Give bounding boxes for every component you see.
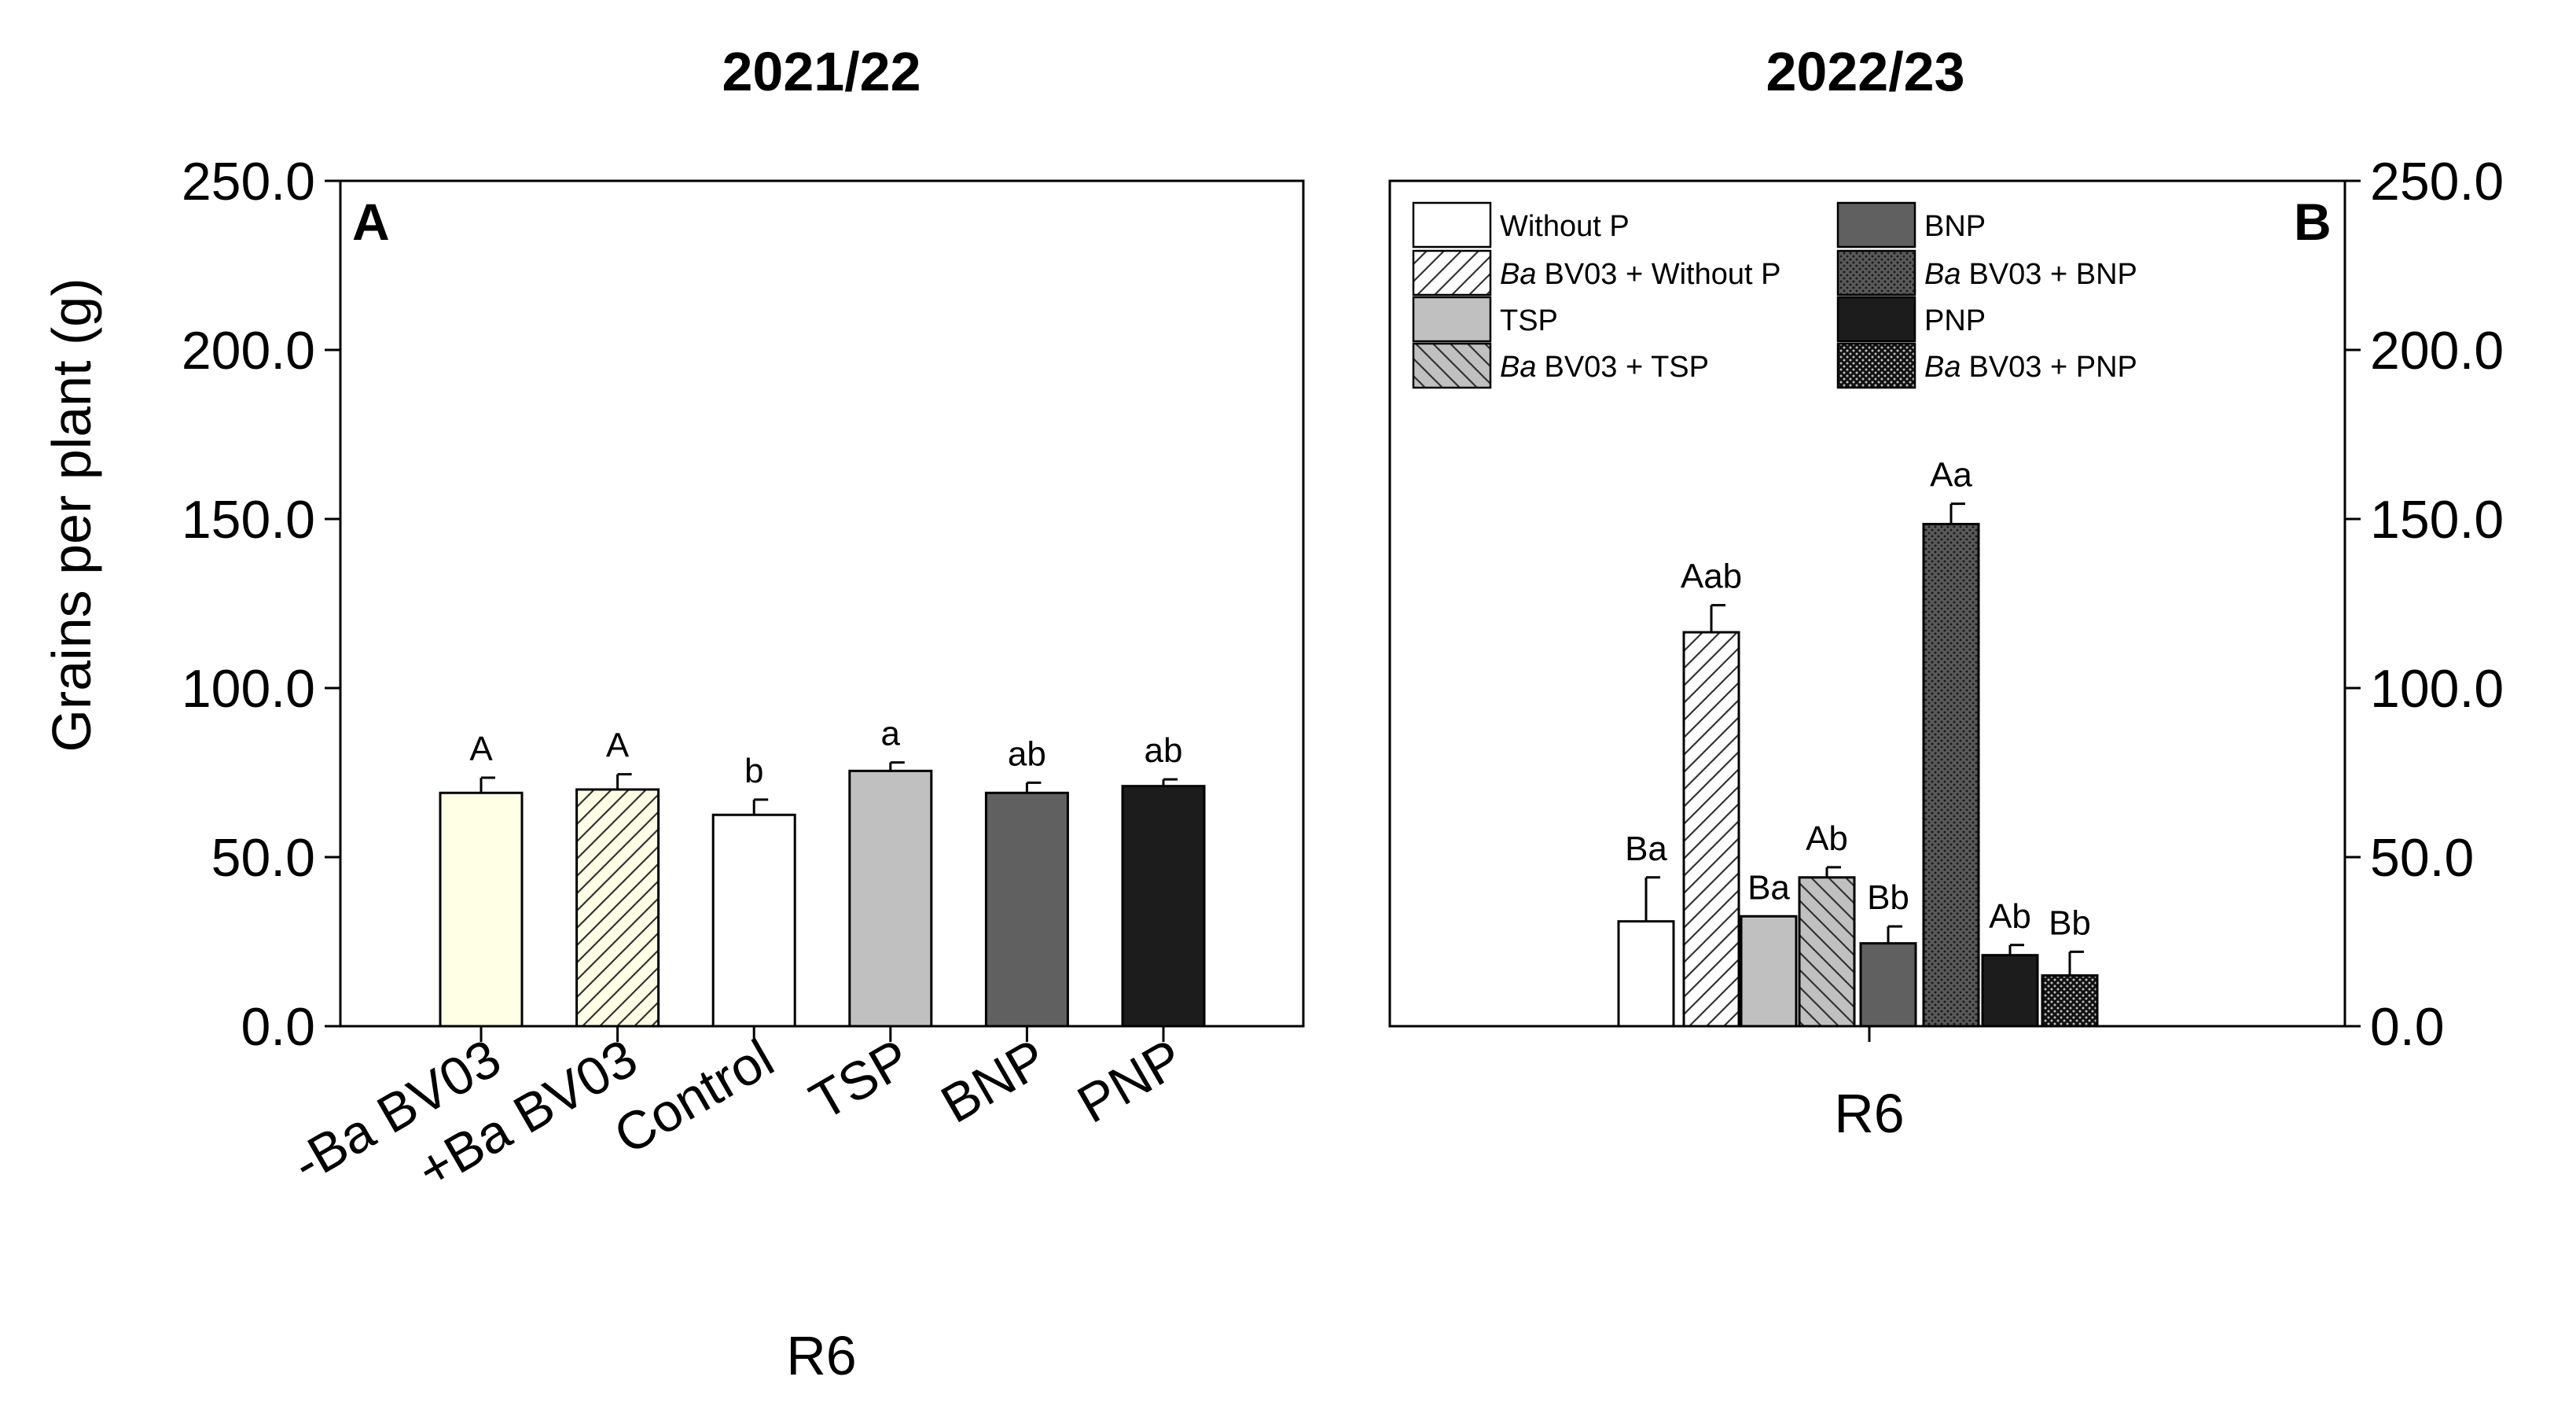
legend-label-italic-prefix: Ba: [1924, 258, 1960, 291]
y-tick-label: 0.0: [2370, 997, 2445, 1057]
y-axis-label: Grains per plant (g): [41, 278, 102, 752]
panel-a: 2021/22 A R6 0.0 50.0 100.0 150.0 200.0 250.0…: [182, 41, 1305, 1386]
panel-a-plot-frame: [339, 179, 1305, 1028]
significance-label: A: [469, 730, 493, 768]
bar: [1859, 942, 1917, 1028]
legend-label: PNP: [1924, 304, 1986, 337]
legend-swatch: [1836, 342, 1916, 389]
panel-b: 2022/23 B R6 0.0 50.0 100.0 150.0 200.0 250.0…: [1388, 41, 2504, 1144]
legend-label-text: Without P: [1500, 210, 1630, 243]
legend-swatch: [1836, 201, 1916, 248]
legend-label-text: BV03 + BNP: [1968, 258, 2137, 291]
legend-label-italic-prefix: Ba: [1500, 351, 1536, 384]
y-tick-label: 200.0: [2370, 321, 2504, 381]
significance-label: Ba: [1625, 830, 1667, 868]
legend-label: Ba BV03 + BNP: [1924, 258, 2137, 291]
y-tick-label: 100.0: [2370, 659, 2504, 719]
legend-label-text: BV03 + PNP: [1968, 351, 2137, 384]
x-tick-label: BNP: [932, 1028, 1056, 1135]
legend-item: PNP: [1836, 296, 1986, 343]
significance-label: Bb: [1867, 878, 1909, 917]
legend-swatch: [1836, 249, 1916, 296]
x-tick-label: Control: [604, 1028, 784, 1165]
bar: [575, 788, 660, 1028]
bar: [1922, 522, 1980, 1028]
panel-b-y-axis: 0.0 50.0 100.0 150.0 200.0 250.0: [2345, 152, 2504, 1057]
significance-label: Ab: [1989, 897, 2031, 936]
legend-swatch: [1412, 342, 1492, 389]
legend-label-text: PNP: [1924, 304, 1986, 337]
legend-label: Ba BV03 + TSP: [1500, 351, 1709, 384]
significance-label: Ba: [1747, 868, 1790, 907]
legend-swatch: [1836, 296, 1916, 343]
significance-label: Aa: [1930, 456, 1972, 495]
y-tick-label: 250.0: [2370, 152, 2504, 212]
legend-label-text: BNP: [1924, 210, 1986, 243]
legend-item: Ba BV03 + BNP: [1836, 249, 2137, 296]
panel-a-letter: A: [352, 193, 390, 251]
bar: [1121, 785, 1206, 1028]
legend-label-italic-prefix: Ba: [1500, 258, 1536, 291]
significance-label: Aab: [1681, 558, 1742, 596]
legend-swatch: [1412, 201, 1492, 248]
significance-label: Bb: [2049, 904, 2091, 942]
bar: [1682, 631, 1740, 1028]
legend-item: Ba BV03 + PNP: [1836, 342, 2137, 389]
y-tick-label: 50.0: [211, 828, 315, 888]
legend-item: BNP: [1836, 201, 1986, 248]
panel-b-x-axis-title: R6: [1834, 1083, 1904, 1144]
y-tick-label: 150.0: [2370, 490, 2504, 550]
bar: [848, 769, 933, 1028]
legend-item: Ba BV03 + TSP: [1412, 342, 1709, 389]
bar: [1981, 954, 2039, 1028]
y-tick-label: 50.0: [2370, 828, 2474, 888]
x-tick-label: PNP: [1068, 1028, 1192, 1135]
panel-a-y-axis: 0.0 50.0 100.0 150.0 200.0 250.0: [182, 152, 340, 1057]
significance-label: Ab: [1806, 819, 1848, 858]
legend-label-text: TSP: [1500, 304, 1558, 337]
bar: [711, 813, 796, 1028]
legend-item: Without P: [1412, 201, 1630, 248]
y-tick-label: 150.0: [182, 490, 315, 550]
significance-label: b: [744, 752, 763, 790]
legend-label-text: BV03 + TSP: [1544, 351, 1708, 384]
legend-label: Ba BV03 + Without P: [1500, 258, 1780, 291]
legend-label: BNP: [1924, 210, 1986, 243]
panel-b-bars: Ba Aab Ba Ab Bb Aa Ab Bb: [1617, 456, 2099, 1042]
significance-label: ab: [1008, 734, 1046, 773]
bar: [1617, 920, 1675, 1028]
bar: [1740, 915, 1798, 1028]
y-tick-label: 0.0: [241, 997, 315, 1057]
bar: [1798, 876, 1856, 1028]
bar: [439, 791, 524, 1028]
panel-a-x-axis-title: R6: [786, 1325, 856, 1386]
y-tick-label: 250.0: [182, 152, 315, 212]
bar: [2041, 974, 2099, 1028]
legend-swatch: [1412, 296, 1492, 343]
x-tick-label: TSP: [800, 1028, 921, 1132]
legend-label: TSP: [1500, 304, 1558, 337]
significance-label: a: [881, 715, 901, 753]
legend-swatch: [1412, 249, 1492, 296]
y-tick-label: 200.0: [182, 321, 315, 381]
legend-label: Without P: [1500, 210, 1630, 243]
significance-label: ab: [1145, 731, 1183, 770]
legend-item: Ba BV03 + Without P: [1412, 249, 1780, 296]
panel-b-title: 2022/23: [1766, 41, 1964, 102]
legend-label-italic-prefix: Ba: [1924, 351, 1960, 384]
legend-label: Ba BV03 + PNP: [1924, 351, 2137, 384]
panel-b-letter: B: [2294, 193, 2332, 251]
bar: [984, 791, 1069, 1028]
significance-label: A: [606, 727, 630, 765]
y-tick-label: 100.0: [182, 659, 315, 719]
legend-label-text: BV03 + Without P: [1544, 258, 1780, 291]
legend-item: TSP: [1412, 296, 1558, 343]
panel-a-title: 2021/22: [722, 41, 921, 102]
